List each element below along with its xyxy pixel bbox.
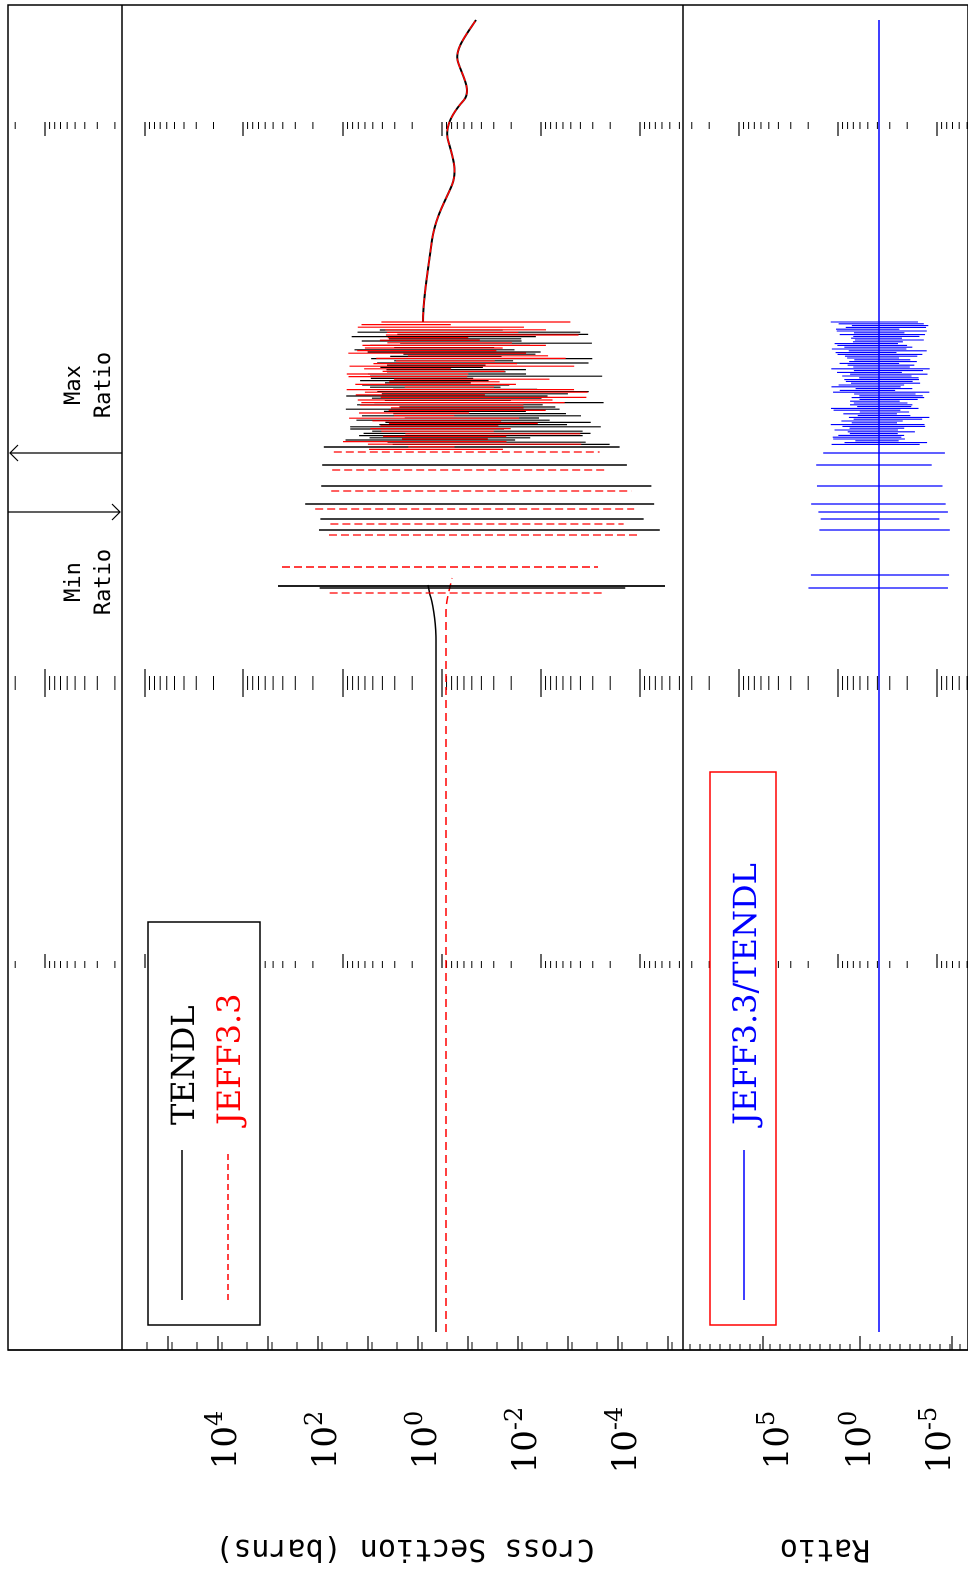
min-ratio-arrowhead <box>111 503 121 521</box>
top-tick-label-text: 104 <box>200 1411 245 1470</box>
top-tick-label-text: 10-4 <box>600 1407 645 1474</box>
bottom-tick-label-text: 105 <box>752 1411 797 1470</box>
top-tick-label-text: 10-2 <box>500 1407 545 1474</box>
bottom-legend: JEFF3.3/TENDL <box>709 771 777 1326</box>
top-tick-label: 10-4 <box>600 1407 645 1474</box>
legend-ratio-label: JEFF3.3/TENDL <box>726 863 764 1128</box>
top-tick-label: 100 <box>400 1411 445 1470</box>
legend-tendl-label: TENDL <box>164 1005 202 1125</box>
top-tick-label-text: 102 <box>300 1411 345 1470</box>
top-tick-label: 10-2 <box>500 1407 545 1474</box>
y-tick-labels: 104 102 100 10-2 10-4 105 100 10-5 <box>200 1407 959 1474</box>
max-ratio-arrowhead <box>9 444 19 462</box>
max-label-line1: Max <box>61 365 86 405</box>
jeff-tail <box>422 19 477 323</box>
min-label-line2: Ratio <box>91 549 116 615</box>
max-ratio-label: Max Ratio <box>61 352 116 418</box>
bottom-legend-box <box>709 771 777 1326</box>
bottom-tick-label-text: 10-5 <box>914 1407 959 1474</box>
bottom-ylabel: Ratio <box>780 1532 870 1567</box>
legend-jeff-label: JEFF3.3 <box>210 994 248 1128</box>
tendl-tail <box>422 19 477 323</box>
max-label-line2: Ratio <box>91 352 116 418</box>
top-ylabel: Cross Section (barns) <box>215 1532 594 1567</box>
top-tick-label: 102 <box>300 1411 345 1470</box>
bottom-tick-label: 10-5 <box>914 1407 959 1474</box>
top-legend: TENDL JEFF3.3 <box>147 921 261 1326</box>
bottom-tick-label: 100 <box>834 1411 879 1470</box>
top-tick-label-text: 100 <box>400 1411 445 1470</box>
min-label-line1: Min <box>61 562 86 602</box>
top-tick-label: 104 <box>200 1411 245 1470</box>
rotated-figure: Min Ratio Max Ratio TENDL JEFF3.3 JEFF3.… <box>7 4 968 1351</box>
bottom-tick-label: 105 <box>752 1411 797 1470</box>
bottom-tick-label-text: 100 <box>834 1411 879 1470</box>
tendl-baseline <box>427 584 437 1332</box>
top-legend-box <box>147 921 261 1326</box>
jeff-baseline <box>445 577 453 1332</box>
min-ratio-label: Min Ratio <box>61 549 116 615</box>
axis-ticks <box>14 122 968 1350</box>
data-traces <box>278 19 950 1332</box>
